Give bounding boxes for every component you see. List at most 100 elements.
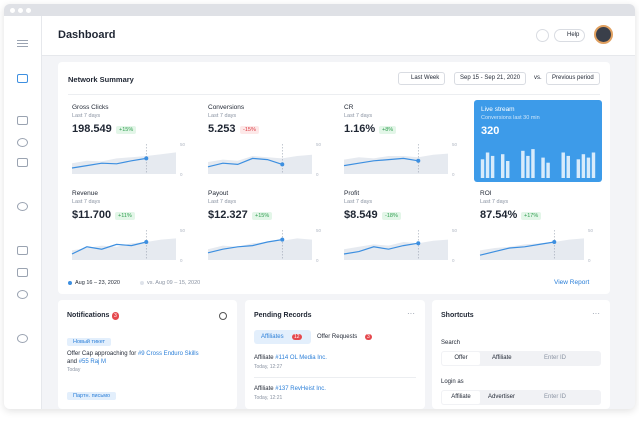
card-value: $11.700 [72, 209, 112, 221]
change-badge: -15% [240, 126, 259, 134]
bar [531, 149, 535, 178]
panel-title: Pending Records [254, 312, 312, 319]
input[interactable]: Enter ID [544, 394, 567, 400]
nav-icon[interactable] [17, 334, 28, 343]
date-range[interactable]: Sep 15 - Sep 21, 2020 [454, 72, 527, 85]
card-name: Gross Clicks [72, 104, 109, 111]
live-card: Live stream Conversions last 30 min 320 [474, 100, 602, 182]
nav-icon[interactable] [17, 116, 28, 125]
option-active[interactable]: Affiliate [442, 391, 480, 404]
tick-label: 0 [452, 172, 455, 177]
panel-title: Notifications [67, 312, 110, 319]
bar [541, 157, 545, 178]
nav-icon[interactable] [17, 202, 28, 211]
bar [506, 161, 510, 178]
metric-card: Profit Last 7 days $8.549 -18% 0 50 [343, 190, 472, 270]
previous-area [344, 239, 448, 260]
bar [500, 154, 505, 178]
nav-icon[interactable] [17, 138, 28, 147]
bar [485, 152, 490, 178]
legend-previous: vs. Aug 09 – 15, 2020 [147, 280, 201, 286]
tick-label: 0 [316, 172, 319, 177]
nav-icon[interactable] [17, 246, 28, 255]
input[interactable]: Enter ID [544, 355, 567, 361]
refresh-icon[interactable] [219, 312, 227, 320]
period-select[interactable]: Last Week [398, 72, 446, 85]
tick-label: 0 [588, 258, 591, 263]
bar [546, 162, 550, 178]
option-active[interactable]: Offer [442, 352, 480, 365]
segmented [441, 390, 601, 405]
marker-dot [552, 240, 557, 244]
tick-label: 0 [180, 258, 183, 263]
divider [254, 377, 416, 378]
marker-dot [144, 240, 149, 244]
tab-count: 12 [292, 334, 302, 340]
link[interactable]: #9 Cross Enduro Skills [137, 351, 199, 357]
current-line [71, 157, 147, 169]
card-subtitle: Last 7 days [72, 113, 101, 119]
nav-icon[interactable] [17, 290, 28, 299]
current-line [207, 157, 283, 168]
nav-icon[interactable] [17, 74, 28, 83]
page-title: Dashboard [58, 29, 116, 41]
card-subtitle: Last 7 days [208, 199, 237, 205]
link[interactable]: #55 Raj M [78, 359, 107, 365]
legend-dot [68, 281, 72, 285]
more-icon[interactable]: ··· [407, 309, 415, 318]
bar [521, 150, 525, 178]
card-value: 1.16% [344, 123, 376, 135]
current-line [71, 241, 147, 255]
tick-label: 50 [316, 142, 322, 147]
tag: Новый тикет [67, 338, 111, 346]
card-value: 87.54% [480, 209, 518, 221]
compare-select[interactable]: Previous period [546, 72, 600, 85]
option[interactable]: Advertiser [488, 394, 516, 400]
bar [526, 155, 530, 178]
metric-card: Conversions Last 7 days 5.253 -15% 0 50 [207, 104, 336, 184]
vs-label: vs. [534, 75, 542, 81]
tab[interactable]: Affiliates [261, 334, 284, 340]
more-icon[interactable]: ··· [592, 309, 600, 318]
label: Search [441, 340, 461, 346]
time: Today, 12:21 [254, 395, 283, 401]
bell-button[interactable] [536, 29, 549, 42]
tab-active[interactable] [254, 330, 311, 344]
bar [576, 159, 581, 178]
tab[interactable]: Offer Requests [317, 334, 358, 340]
avatar[interactable] [594, 25, 613, 44]
bar [480, 159, 485, 178]
divider [68, 94, 600, 95]
marker-dot [144, 156, 149, 161]
sparkline: 0 50 [343, 142, 458, 177]
panel-title: Network Summary [68, 75, 134, 84]
change-badge: -18% [382, 212, 401, 220]
sparkline: 0 50 [71, 142, 186, 177]
notifications: Notifications 3 Новый тикет Offer Cap ap… [58, 300, 237, 409]
previous-area [208, 238, 312, 260]
nav-icon[interactable] [17, 268, 28, 277]
link[interactable]: #137 RevHeist Inc. [275, 386, 326, 392]
notification-text: Offer Cap approaching for #9 Cross Endur… [67, 351, 199, 357]
tick-label: 50 [180, 228, 186, 233]
marker-dot [416, 241, 421, 246]
help-button[interactable]: Help [554, 29, 586, 42]
dot [18, 8, 23, 13]
metric-card: ROI Last 7 days 87.54% +17% 0 50 [479, 190, 608, 270]
link[interactable]: #114 OL Media Inc. [275, 355, 327, 361]
option[interactable]: Affiliate [492, 355, 512, 361]
notification-text: and #55 Raj M [67, 359, 106, 365]
legend-current: Aug 16 – 23, 2020 [75, 280, 120, 286]
label: Login as [441, 379, 464, 385]
topbar: Dashboard Help [42, 16, 635, 56]
menu-icon[interactable] [17, 40, 28, 42]
bar [581, 154, 586, 178]
live-bars [480, 149, 596, 178]
segmented [441, 351, 601, 366]
shortcuts: Shortcuts ··· Search Offer Affiliate Ent… [432, 300, 610, 409]
nav-icon[interactable] [17, 158, 28, 167]
change-badge: +17% [521, 212, 542, 220]
view-report[interactable]: View Report [554, 279, 590, 286]
previous-area [208, 154, 312, 174]
